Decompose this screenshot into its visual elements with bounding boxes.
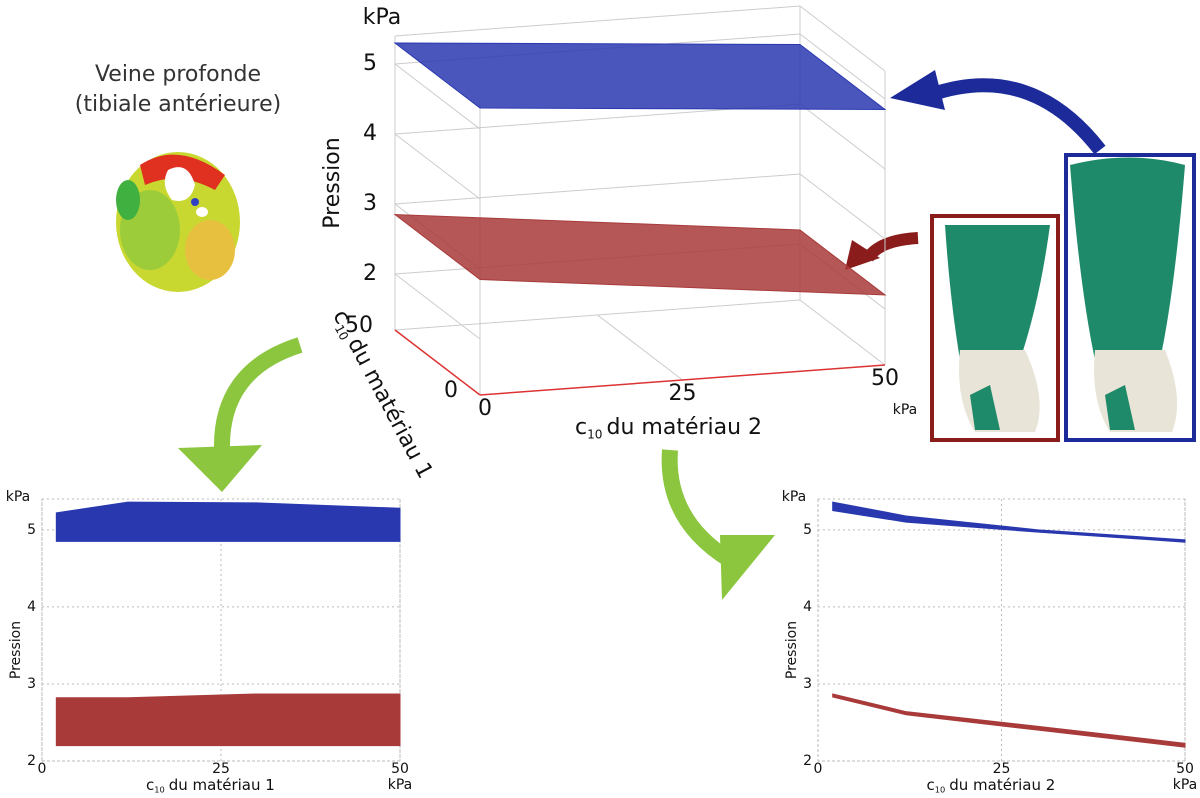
label-subscript: 10 bbox=[587, 427, 602, 441]
grid-line bbox=[799, 33, 886, 100]
label-text: du matériau 2 bbox=[949, 776, 1055, 794]
x-unit: kPa bbox=[893, 402, 918, 418]
arrow-head bbox=[178, 445, 262, 492]
grid-line bbox=[799, 299, 886, 366]
band bbox=[832, 501, 1186, 543]
x-tick-label: 25 bbox=[993, 761, 1011, 777]
z-axis-label: Pression bbox=[320, 137, 345, 228]
grid-line bbox=[799, 103, 886, 170]
arrow-head bbox=[845, 240, 880, 270]
leg-red-frame bbox=[930, 214, 1060, 442]
grid-line bbox=[394, 299, 801, 331]
caption-title: Veine profonde bbox=[95, 62, 261, 87]
x-axis-label: c10 du matériau 2 bbox=[927, 776, 1056, 795]
y-axis-label: Pression bbox=[784, 621, 800, 679]
grid-line bbox=[597, 314, 683, 381]
arrow-head bbox=[720, 535, 775, 600]
band bbox=[55, 693, 401, 747]
arrow bbox=[927, 78, 1106, 155]
surface bbox=[393, 42, 887, 111]
arrow bbox=[863, 232, 919, 262]
x-axis-label: c10 du matériau 1 bbox=[146, 776, 275, 795]
y-tick-label: 4 bbox=[27, 599, 36, 615]
label-symbol: c bbox=[146, 776, 154, 794]
label-text: du matériau 1 bbox=[169, 776, 275, 794]
y-tick-label: 5 bbox=[27, 522, 36, 538]
label-subscript: 10 bbox=[332, 322, 352, 342]
grid-line bbox=[394, 63, 481, 130]
surface bbox=[393, 213, 887, 296]
label-subscript: 10 bbox=[935, 784, 946, 794]
x-tick-label: 0 bbox=[814, 761, 823, 777]
x-unit: kPa bbox=[388, 777, 413, 793]
x-tick-label: 0 bbox=[478, 396, 492, 421]
band bbox=[832, 693, 1186, 748]
label-subscript: 10 bbox=[154, 784, 165, 794]
cross-section bbox=[116, 152, 240, 292]
y-tick-label: 3 bbox=[27, 676, 36, 692]
x-tick-label: 50 bbox=[871, 366, 899, 391]
z-tick-label: 3 bbox=[363, 191, 377, 216]
arrow-head bbox=[890, 70, 945, 110]
y-unit: kPa bbox=[6, 489, 31, 505]
y-tick-label: 5 bbox=[803, 522, 812, 538]
x-tick-label: 50 bbox=[391, 761, 409, 777]
x-unit: kPa bbox=[1173, 777, 1198, 793]
band bbox=[55, 501, 401, 542]
y-tick-label: 2 bbox=[27, 753, 36, 769]
y-tick-label: 3 bbox=[803, 676, 812, 692]
arrow bbox=[661, 449, 735, 567]
box-edge bbox=[799, 5, 886, 72]
box-edge bbox=[394, 5, 801, 37]
caption-subtitle: (tibiale antérieure) bbox=[75, 92, 281, 117]
arrow bbox=[213, 337, 303, 451]
label-symbol: c bbox=[927, 776, 935, 794]
y-tick-label: 4 bbox=[803, 599, 812, 615]
x-tick-label: 50 bbox=[1176, 761, 1194, 777]
z-unit: kPa bbox=[363, 5, 402, 30]
y-axis-label: Pression bbox=[8, 621, 24, 679]
x-tick-label: 25 bbox=[212, 761, 230, 777]
label-text: du matériau 2 bbox=[607, 415, 763, 440]
leg-blue-frame bbox=[1064, 153, 1196, 442]
grid-line bbox=[394, 173, 801, 205]
y-tick-label: 2 bbox=[803, 753, 812, 769]
y-unit: kPa bbox=[782, 489, 807, 505]
z-tick-label: 2 bbox=[363, 261, 377, 286]
grid-line bbox=[799, 173, 886, 240]
y-axis-label: c10du matériau 1 bbox=[326, 306, 437, 483]
axis-line bbox=[479, 364, 886, 396]
label-text: du matériau 1 bbox=[342, 334, 437, 483]
grid-line bbox=[394, 273, 481, 340]
y-tick-label: 50 bbox=[345, 313, 373, 338]
y-tick-label: 0 bbox=[444, 378, 458, 403]
z-tick-label: 4 bbox=[363, 121, 377, 146]
x-tick-label: 0 bbox=[38, 761, 47, 777]
z-tick-label: 5 bbox=[363, 51, 377, 76]
label-symbol: c bbox=[575, 415, 587, 440]
axis-line bbox=[394, 329, 481, 396]
grid-line bbox=[394, 133, 481, 200]
x-axis-label: c10 du matériau 2 bbox=[575, 415, 762, 441]
x-tick-label: 25 bbox=[669, 381, 697, 406]
